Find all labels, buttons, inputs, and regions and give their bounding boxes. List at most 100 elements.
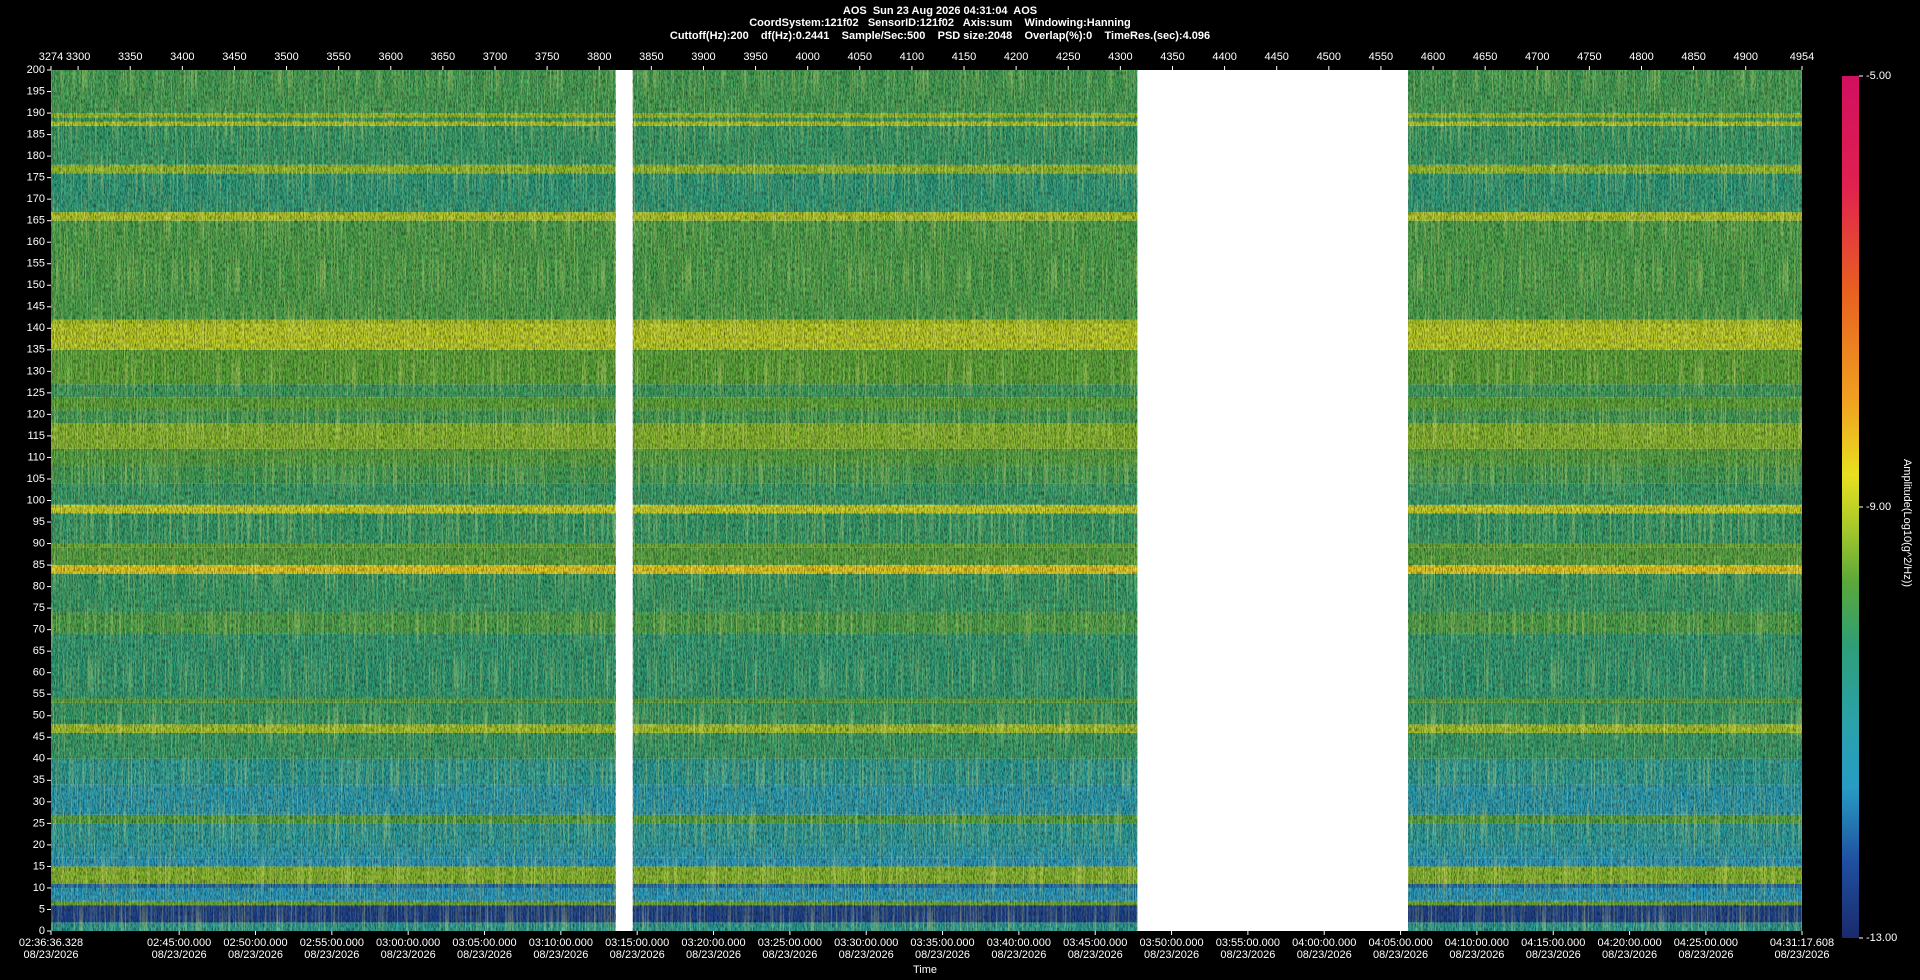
- y-tick-label: 200: [27, 64, 45, 76]
- x-axis-label: Time: [913, 964, 937, 976]
- x-tick-label: 3500: [274, 51, 298, 63]
- y-tick-label: 190: [27, 107, 45, 119]
- x-tick-label: 4800: [1629, 51, 1653, 63]
- x2-tick-label: 02:45:00.000: [147, 937, 211, 949]
- x-tick-label: 4100: [900, 51, 924, 63]
- texture: [1408, 70, 1802, 931]
- y-tick-label: 160: [27, 236, 45, 248]
- x2-tick-label: 03:50:00.000: [1139, 937, 1203, 949]
- x2-tick-label: 04:10:00.000: [1445, 937, 1509, 949]
- y-tick-label: 0: [39, 925, 45, 937]
- y-tick-label: 80: [33, 581, 45, 593]
- x-tick-label: 3950: [743, 51, 767, 63]
- colorbar: [1842, 76, 1859, 938]
- x2-tick-date: 08/23/2026: [839, 949, 894, 961]
- x-tick-label: 4900: [1733, 51, 1757, 63]
- y-tick-label: 170: [27, 193, 45, 205]
- x2-tick-date: 08/23/2026: [1774, 949, 1829, 961]
- chart-subtitle: CoordSystem:121f02 SensorID:121f02 Axis:…: [749, 17, 1131, 29]
- x-tick-label: 4700: [1525, 51, 1549, 63]
- x-tick-label: 4300: [1108, 51, 1132, 63]
- x2-tick-label: 03:00:00.000: [376, 937, 440, 949]
- y-tick-label: 45: [33, 731, 45, 743]
- x2-tick-label: 03:10:00.000: [529, 937, 593, 949]
- x2-tick-date: 08/23/2026: [991, 949, 1046, 961]
- x2-tick-date: 08/23/2026: [304, 949, 359, 961]
- x2-tick-date: 08/23/2026: [228, 949, 283, 961]
- x-tick-label: 4954: [1790, 51, 1814, 63]
- y-tick-label: 75: [33, 602, 45, 614]
- x2-tick-label: 04:00:00.000: [1292, 937, 1356, 949]
- y-tick-label: 65: [33, 645, 45, 657]
- x-tick-label: 4000: [795, 51, 819, 63]
- x-tick-label: 3350: [118, 51, 142, 63]
- x-tick-label: 3650: [431, 51, 455, 63]
- x-tick-label: 4750: [1577, 51, 1601, 63]
- x2-tick-date: 08/23/2026: [533, 949, 588, 961]
- y-tick-label: 115: [27, 430, 45, 442]
- y-tick-label: 180: [27, 150, 45, 162]
- x2-tick-date: 08/23/2026: [610, 949, 665, 961]
- x2-tick-date: 08/23/2026: [1678, 949, 1733, 961]
- y-tick-label: 135: [27, 344, 45, 356]
- y-tick-label: 110: [27, 451, 45, 463]
- x-tick-label: 3900: [691, 51, 715, 63]
- x2-tick-label: 03:30:00.000: [834, 937, 898, 949]
- x2-tick-label: 04:15:00.000: [1521, 937, 1585, 949]
- x2-tick-date: 08/23/2026: [1449, 949, 1504, 961]
- x2-tick-label: 04:31:17.608: [1770, 937, 1834, 949]
- y-tick-label: 155: [27, 258, 45, 270]
- x-tick-label: 3274: [39, 51, 63, 63]
- y-tick-label: 90: [33, 537, 45, 549]
- y-tick-label: 130: [27, 365, 45, 377]
- chart-title: AOS Sun 23 Aug 2026 04:31:04 AOS: [843, 5, 1037, 17]
- x2-tick-date: 08/23/2026: [1297, 949, 1352, 961]
- texture: [632, 70, 1138, 931]
- colorbar-tick-label: -13.00: [1866, 932, 1897, 944]
- colorbar-tick-label: -5.00: [1866, 70, 1891, 82]
- chart-subtitle: Cuttoff(Hz):200 df(Hz):0.2441 Sample/Sec…: [670, 30, 1210, 42]
- x-tick-label: 4200: [1004, 51, 1028, 63]
- x-tick-label: 3750: [535, 51, 559, 63]
- y-tick-label: 140: [27, 322, 45, 334]
- x-tick-label: 4450: [1264, 51, 1288, 63]
- x2-tick-label: 04:25:00.000: [1674, 937, 1738, 949]
- y-tick-label: 175: [27, 172, 45, 184]
- x2-tick-label: 02:50:00.000: [223, 937, 287, 949]
- x2-tick-date: 08/23/2026: [1602, 949, 1657, 961]
- x-tick-label: 3450: [222, 51, 246, 63]
- x2-tick-label: 02:55:00.000: [300, 937, 364, 949]
- y-tick-label: 30: [33, 796, 45, 808]
- y-tick-label: 35: [33, 774, 45, 786]
- x2-tick-label: 02:36:36.328: [19, 937, 83, 949]
- x2-tick-date: 08/23/2026: [381, 949, 436, 961]
- y-tick-label: 95: [33, 516, 45, 528]
- x-tick-label: 4850: [1681, 51, 1705, 63]
- x-tick-label: 3700: [483, 51, 507, 63]
- y-tick-label: 40: [33, 753, 45, 765]
- y-tick-label: 125: [27, 387, 45, 399]
- x2-tick-label: 03:20:00.000: [681, 937, 745, 949]
- x2-tick-date: 08/23/2026: [686, 949, 741, 961]
- x-tick-label: 3600: [379, 51, 403, 63]
- x2-tick-label: 03:45:00.000: [1063, 937, 1127, 949]
- x2-tick-label: 03:25:00.000: [758, 937, 822, 949]
- y-tick-label: 105: [27, 473, 45, 485]
- x2-tick-label: 04:20:00.000: [1597, 937, 1661, 949]
- x2-tick-label: 03:05:00.000: [452, 937, 516, 949]
- x-tick-label: 4050: [848, 51, 872, 63]
- x-tick-label: 4600: [1421, 51, 1445, 63]
- y-tick-label: 150: [27, 279, 45, 291]
- texture: [51, 70, 616, 931]
- x-tick-label: 3550: [326, 51, 350, 63]
- y-tick-label: 85: [33, 559, 45, 571]
- x2-tick-label: 03:40:00.000: [987, 937, 1051, 949]
- x-tick-label: 4400: [1212, 51, 1236, 63]
- y-tick-label: 145: [27, 301, 45, 313]
- x-tick-label: 4150: [952, 51, 976, 63]
- y-tick-label: 185: [27, 128, 45, 140]
- y-tick-label: 100: [27, 494, 45, 506]
- x2-tick-label: 04:05:00.000: [1368, 937, 1432, 949]
- y-tick-label: 15: [33, 860, 45, 872]
- x2-tick-date: 08/23/2026: [1144, 949, 1199, 961]
